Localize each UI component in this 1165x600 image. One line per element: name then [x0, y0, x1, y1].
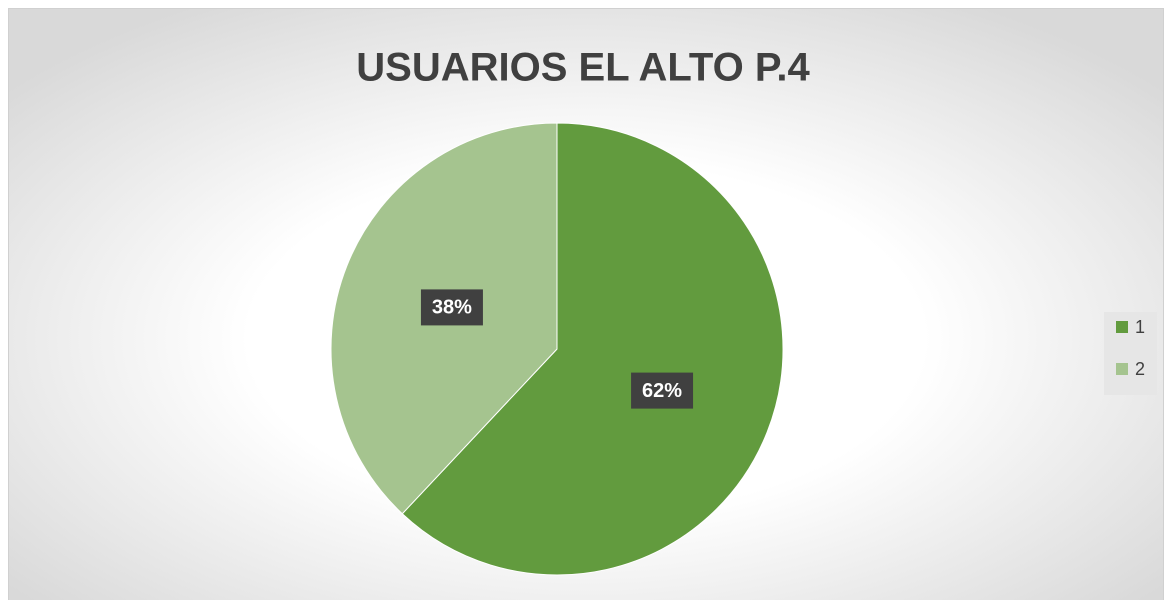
- legend-swatch: [1116, 321, 1128, 333]
- chart-title: USUARIOS EL ALTO P.4: [356, 46, 810, 90]
- pie-slice: [401, 122, 784, 576]
- legend-box: [1104, 312, 1157, 395]
- data-label-box: [631, 372, 694, 409]
- legend-label: 2: [1135, 359, 1145, 379]
- data-label-box: [420, 289, 483, 326]
- data-label: 38%: [432, 297, 472, 319]
- legend-swatch: [1116, 363, 1128, 375]
- legend-label: 1: [1135, 317, 1145, 337]
- data-label: 62%: [642, 380, 682, 402]
